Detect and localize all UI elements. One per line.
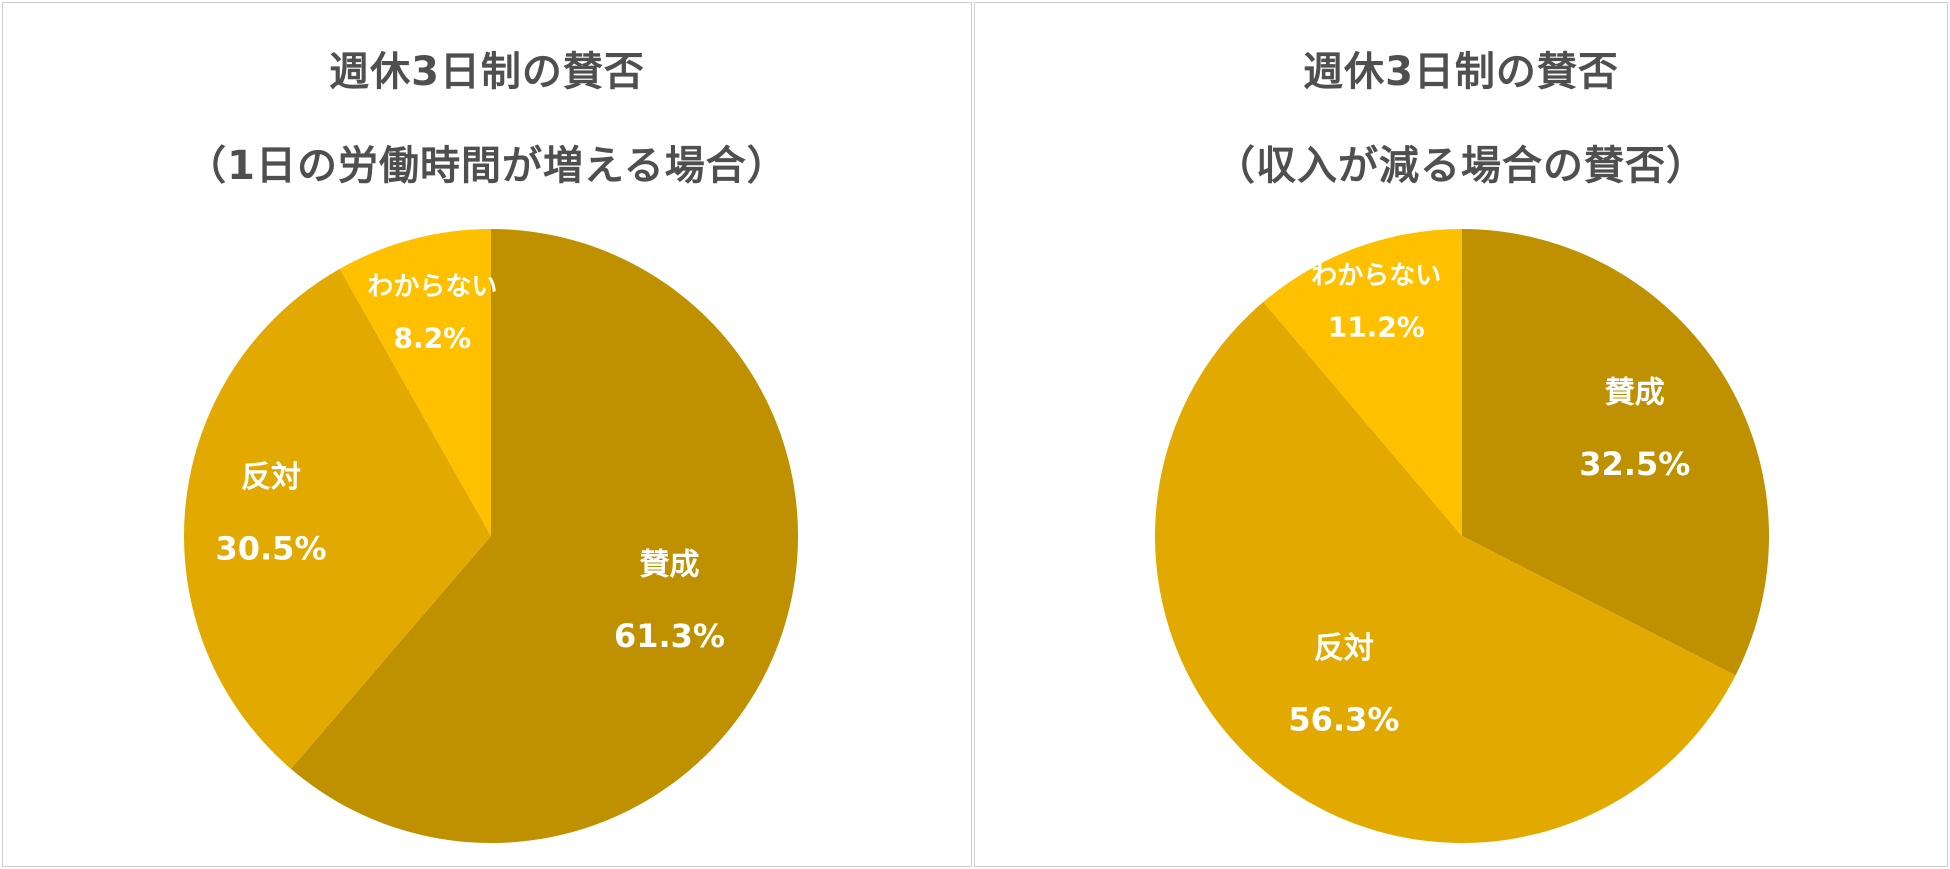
chart-panel-workhours: 週休3日制の賛否 （1日の労働時間が増える場合） 賛成 61.3% 反対 30.5% わ… [2,2,972,867]
slice-category-label: 賛成 [639,548,699,583]
slice-value-label: 8.2% [394,321,472,354]
slice-category-label: 賛成 [1605,376,1665,411]
pie-chart-income: 賛成 32.5% 反対 56.3% わからない 11.2% [1154,229,1769,844]
chart-title: 週休3日制の賛否 [329,49,645,95]
slice-value-label: 32.5% [1579,445,1690,483]
slice-category-label: わからない [1311,261,1441,291]
slice-category-label: わからない [367,272,497,302]
slice-value-label: 30.5% [215,530,326,568]
slice-category-label: 反対 [1314,631,1374,666]
pie-chart-workhours: 賛成 61.3% 反対 30.5% わからない 8.2% [184,229,798,843]
chart-subtitle: （収入が減る場合の賛否） [1215,143,1707,189]
chart-panel-income: 週休3日制の賛否 （収入が減る場合の賛否） 賛成 32.5% 反対 56.3% わからな… [974,2,1948,867]
pie-slice-agree [290,229,798,843]
chart-title: 週休3日制の賛否 [1303,49,1619,95]
pie-slice-disagree [184,268,491,769]
pie-slice-unknown [1263,229,1462,536]
slice-value-label: 56.3% [1288,700,1399,738]
pie-slice-disagree [1154,301,1736,844]
chart-subtitle: （1日の労働時間が増える場合） [186,143,788,189]
pie-slice-agree [1462,229,1769,676]
pie-slice-unknown [339,229,491,536]
slice-value-label: 61.3% [614,617,725,655]
slice-category-label: 反対 [241,460,301,495]
slice-value-label: 11.2% [1328,311,1425,344]
